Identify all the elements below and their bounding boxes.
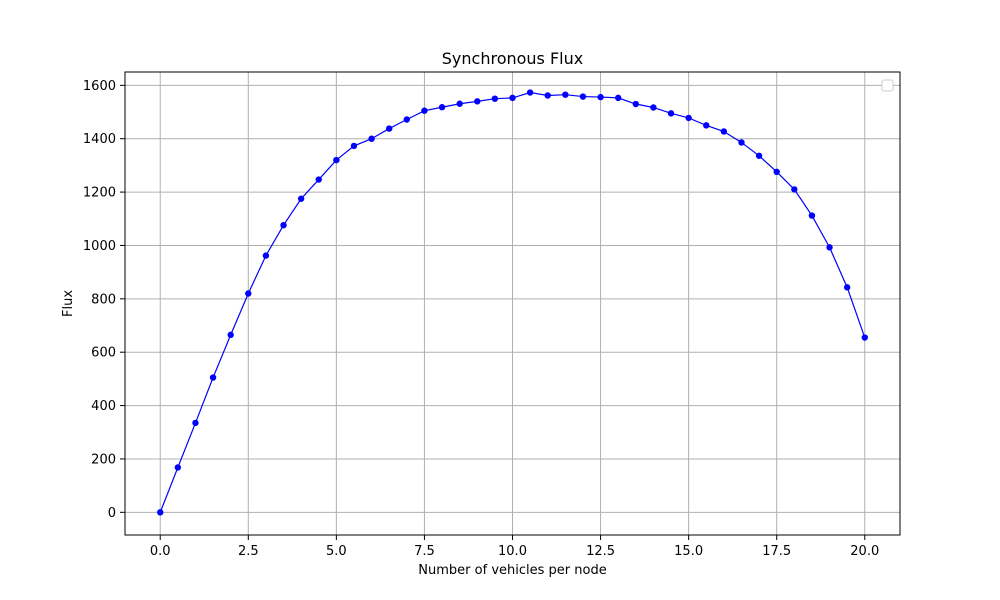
data-point (456, 100, 463, 107)
y-tick-label: 1200 (83, 186, 116, 201)
y-tick-label: 200 (91, 452, 116, 467)
data-point (491, 95, 499, 102)
data-point (755, 152, 763, 159)
data-point (421, 107, 428, 114)
data-point (262, 252, 270, 259)
data-point (791, 186, 798, 193)
x-tick-label: 5.0 (326, 544, 347, 559)
x-tick-label: 0.0 (150, 544, 171, 559)
data-point (509, 94, 516, 102)
y-axis-ticks: 0 200 400 600 800 1000 1200 1400 1600 (83, 79, 125, 521)
x-tick-label: 2.5 (238, 544, 259, 559)
data-point (632, 100, 639, 108)
data-point (597, 93, 604, 101)
y-tick-label: 600 (91, 346, 116, 361)
data-point (650, 104, 657, 111)
data-point (773, 168, 780, 176)
data-point (350, 142, 358, 150)
data-point (174, 464, 182, 471)
legend (881, 79, 894, 92)
data-point (333, 156, 340, 164)
data-point (280, 221, 287, 229)
chart-title: Synchronous Flux (442, 49, 583, 68)
data-point (579, 93, 587, 100)
series-layer (157, 89, 868, 516)
data-point (685, 114, 692, 122)
data-point (843, 284, 851, 291)
y-tick-label: 1000 (83, 239, 116, 254)
data-point (703, 122, 710, 129)
data-point (667, 110, 675, 117)
data-point (720, 128, 728, 135)
data-point (474, 98, 481, 105)
x-tick-label: 17.5 (762, 544, 791, 559)
data-point (297, 195, 305, 202)
data-point (209, 374, 217, 381)
y-tick-label: 1600 (83, 79, 116, 94)
data-point (526, 89, 534, 96)
data-point (403, 116, 411, 123)
y-tick-label: 800 (91, 292, 116, 307)
data-point (192, 419, 199, 427)
data-point (438, 104, 446, 111)
y-tick-label: 0 (108, 506, 116, 521)
x-tick-label: 20.0 (850, 544, 879, 559)
data-point (386, 125, 393, 132)
data-point (544, 92, 551, 99)
data-point (614, 94, 622, 102)
data-point (245, 290, 252, 297)
data-point (227, 331, 234, 339)
x-tick-label: 15.0 (674, 544, 703, 559)
data-point (738, 139, 745, 146)
x-tick-label: 10.0 (498, 544, 527, 559)
data-point (861, 334, 868, 341)
x-tick-label: 7.5 (414, 544, 435, 559)
grid (125, 72, 900, 535)
x-tick-label: 12.5 (586, 544, 615, 559)
data-point (368, 135, 375, 142)
y-tick-label: 400 (91, 399, 116, 414)
data-point (315, 176, 322, 183)
data-point (157, 509, 164, 516)
data-point (826, 244, 833, 251)
x-axis-title: Number of vehicles per node (418, 563, 606, 578)
data-point (808, 212, 816, 219)
y-tick-label: 1400 (83, 132, 116, 147)
x-axis-ticks: 0.0 2.5 5.0 7.5 10.0 12.5 15.0 17.5 20.0 (150, 535, 879, 559)
data-point (562, 91, 569, 98)
y-axis-title: Flux (61, 290, 76, 317)
